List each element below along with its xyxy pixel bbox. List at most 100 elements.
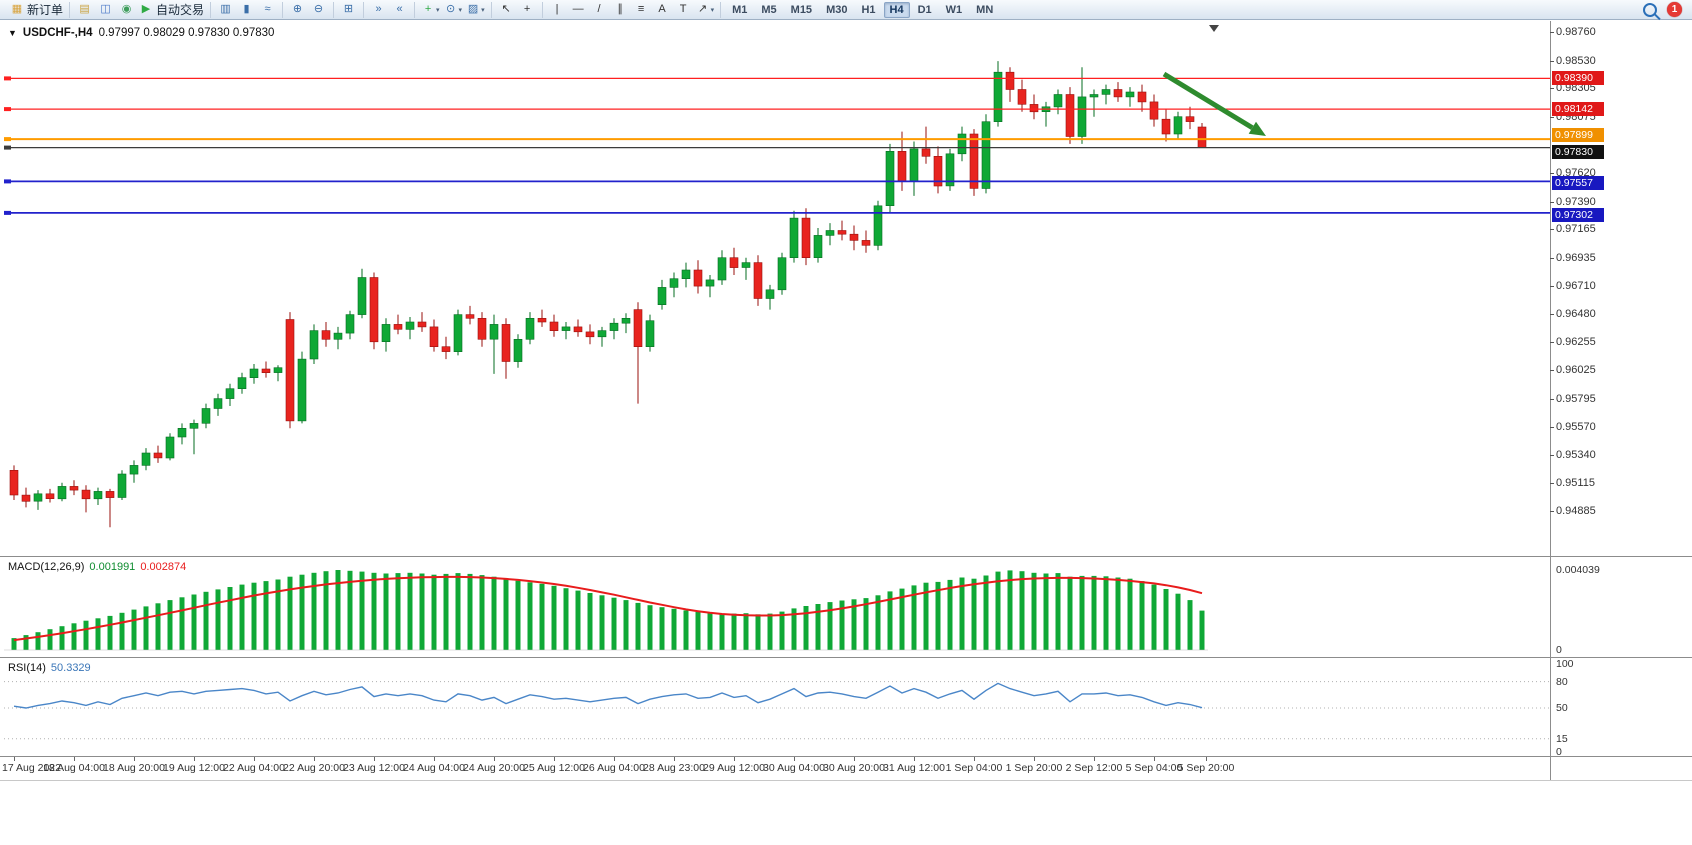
- charts-tool[interactable]: ▤: [74, 1, 95, 18]
- candle-body: [621, 317, 631, 324]
- market-watch-tool[interactable]: ◉: [116, 1, 137, 18]
- candle-body: [1089, 94, 1099, 98]
- macd-bar: [35, 632, 41, 650]
- auto-scroll-tool[interactable]: »: [368, 1, 389, 18]
- rsi-label: RSI(14) 50.3329: [8, 662, 91, 674]
- candle-body: [21, 494, 31, 502]
- bar-chart-tool[interactable]: ▥: [215, 1, 236, 18]
- text-label-tool[interactable]: T: [673, 1, 694, 18]
- periods-tool[interactable]: ⊙ ▾: [442, 1, 465, 18]
- trend-arrow-annotation[interactable]: [1162, 71, 1266, 136]
- channel-icon: ∥: [617, 3, 623, 15]
- candle-body: [465, 314, 475, 319]
- zoom-out-tool[interactable]: ⊖: [308, 1, 329, 18]
- macd-canvas[interactable]: [4, 557, 1550, 657]
- tile-windows-tool[interactable]: ⊞: [338, 1, 359, 18]
- vertical-line-tool[interactable]: |: [547, 1, 568, 18]
- candle-body: [969, 133, 979, 189]
- time-tick: [314, 757, 315, 761]
- candle-body: [57, 486, 67, 500]
- zoom-in-tool[interactable]: ⊕: [287, 1, 308, 18]
- macd-bar: [503, 578, 509, 650]
- time-label: 26 Aug 04:00: [583, 762, 645, 774]
- candle-body: [849, 233, 859, 241]
- new-order-button[interactable]: ▦ 新订单: [8, 1, 65, 18]
- time-tick: [914, 757, 915, 761]
- toolbar-group-scroll: » «: [364, 1, 416, 18]
- macd-bar: [1175, 593, 1181, 650]
- equidistant-channel-tool[interactable]: ∥: [610, 1, 631, 18]
- macd-bar: [215, 589, 221, 650]
- toolbar-right: 1: [1643, 2, 1682, 17]
- rsi-canvas[interactable]: [4, 658, 1550, 755]
- trendline-tool[interactable]: /: [589, 1, 610, 18]
- cursor-tool[interactable]: ↖: [496, 1, 517, 18]
- horizontal-line-tool[interactable]: —: [568, 1, 589, 18]
- macd-bar: [1199, 610, 1205, 650]
- rsi-level-label-0: 0: [1556, 746, 1562, 758]
- chart-shift-icon: «: [396, 3, 403, 15]
- price-tick-label: 0.98760: [1556, 26, 1596, 39]
- price-tick-label: 0.97390: [1556, 195, 1596, 208]
- chart-shift-tool[interactable]: «: [389, 1, 410, 18]
- price-tick: [1550, 455, 1554, 456]
- price-chart-canvas[interactable]: [4, 24, 1550, 556]
- macd-bar: [539, 583, 545, 650]
- macd-bar: [1127, 578, 1133, 650]
- arrows-tool[interactable]: ↗ ▾: [694, 1, 717, 18]
- text-tool[interactable]: A: [652, 1, 673, 18]
- candle-body: [69, 486, 79, 491]
- time-label: 23 Aug 12:00: [343, 762, 405, 774]
- timeframe-d1[interactable]: D1: [917, 3, 932, 16]
- macd-bar: [263, 581, 269, 650]
- candle-body: [357, 277, 367, 315]
- macd-bar: [887, 591, 893, 650]
- one-click-trading-toggle[interactable]: ▼: [8, 28, 17, 38]
- toolbar-group-windows: ▤ ◫ ◉ ▶ 自动交易: [70, 1, 212, 18]
- macd-bar: [671, 608, 677, 650]
- templates-tool[interactable]: ▨ ▾: [464, 1, 487, 18]
- rsi-panel-separator[interactable]: [0, 657, 1692, 658]
- timeframe-m1[interactable]: M1: [732, 3, 748, 16]
- profiles-tool[interactable]: ◫: [95, 1, 116, 18]
- macd-bar: [1091, 575, 1097, 650]
- price-tick: [1550, 60, 1554, 62]
- price-tick: [1550, 88, 1554, 90]
- candlestick-chart-tool[interactable]: ▮: [236, 1, 257, 18]
- timeframe-m30[interactable]: M30: [826, 3, 848, 16]
- time-label: 5 Sep 20:00: [1177, 762, 1235, 774]
- chart-title: ▼ USDCHF-,H4 0.97997 0.98029 0.97830 0.9…: [8, 27, 274, 39]
- text-label-icon: T: [679, 3, 687, 15]
- timeframe-w1[interactable]: W1: [945, 3, 963, 16]
- crosshair-icon: +: [523, 3, 531, 15]
- auto-trading-button[interactable]: ▶ 自动交易: [137, 1, 206, 18]
- candle-body: [321, 330, 331, 340]
- timeframe-m5[interactable]: M5: [761, 3, 777, 16]
- candle-body: [189, 423, 199, 429]
- macd-bar: [1079, 575, 1085, 650]
- candle-body: [933, 156, 943, 187]
- line-chart-tool[interactable]: ≈: [257, 1, 278, 18]
- macd-bar: [467, 573, 473, 650]
- macd-bar: [707, 613, 713, 650]
- toolbar-group-insert: + ▾ ⊙ ▾ ▨ ▾: [415, 1, 492, 18]
- candle-body: [285, 319, 295, 422]
- timeframe-m15[interactable]: M15: [790, 3, 813, 16]
- crosshair-tool[interactable]: +: [517, 1, 538, 18]
- macd-bar: [287, 576, 293, 650]
- time-tick: [194, 757, 195, 761]
- macd-bar: [443, 573, 449, 650]
- timeframe-h4[interactable]: H4: [883, 1, 910, 18]
- fibonacci-tool[interactable]: ≡: [631, 1, 652, 18]
- candle-body: [489, 324, 499, 340]
- time-label: 22 Aug 04:00: [223, 762, 285, 774]
- candle-body: [513, 338, 523, 362]
- notification-badge[interactable]: 1: [1667, 2, 1682, 17]
- chevron-down-icon: ▾: [710, 6, 715, 14]
- timeframe-mn[interactable]: MN: [976, 3, 994, 16]
- indicators-tool[interactable]: + ▾: [419, 1, 442, 18]
- indicators-icon: +: [424, 3, 432, 15]
- search-icon[interactable]: [1643, 2, 1657, 17]
- macd-panel-separator[interactable]: [0, 556, 1692, 557]
- timeframe-h1[interactable]: H1: [861, 3, 876, 16]
